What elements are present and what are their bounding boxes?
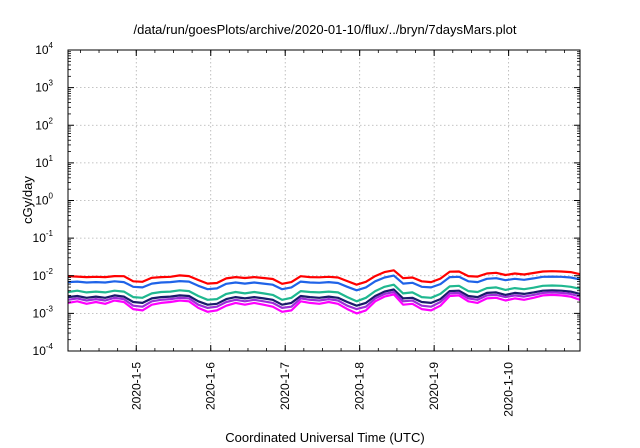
y-tick-exponent: 0 <box>49 192 54 201</box>
series-layer <box>67 269 581 315</box>
x-tick-label: 2020-1-5 <box>129 362 143 410</box>
x-tick-label: 2020-1-10 <box>502 362 516 417</box>
y-tick-exponent: -2 <box>46 267 54 276</box>
x-tick-label: 2020-1-8 <box>353 362 367 410</box>
y-tick-exponent: 2 <box>49 116 54 125</box>
y-tick-label: 103 <box>35 79 53 95</box>
grid <box>68 50 580 351</box>
y-tick-label: 100 <box>35 192 53 208</box>
y-tick-label: 10-4 <box>33 342 54 358</box>
x-tick-label: 2020-1-6 <box>204 362 218 410</box>
y-tick-exponent: 1 <box>49 154 54 163</box>
chart-title: /data/run/goesPlots/archive/2020-01-10/f… <box>134 22 517 37</box>
series-line-5 <box>67 290 581 311</box>
y-tick-exponent: -4 <box>46 342 54 351</box>
x-tick-label: 2020-1-7 <box>278 362 292 410</box>
y-tick-exponent: -3 <box>46 304 54 313</box>
y-axis-label: cGy/day <box>20 176 35 224</box>
x-axis-label: Coordinated Universal Time (UTC) <box>225 430 424 445</box>
series-line-1 <box>67 269 581 286</box>
y-tick-label: 104 <box>35 41 53 57</box>
x-tick-label: 2020-1-9 <box>427 362 441 410</box>
series-line-3 <box>67 283 581 303</box>
y-tick-exponent: 4 <box>49 41 54 50</box>
y-tick-label: 102 <box>35 116 53 132</box>
x-axis: 2020-1-5 2020-1-6 2020-1-7 2020-1-8 2020-1-9… <box>80 50 565 417</box>
y-tick-label: 10-1 <box>33 229 54 245</box>
series-line-6 <box>67 293 581 315</box>
series-line-4 <box>67 288 581 307</box>
y-tick-label: 101 <box>35 154 53 170</box>
y-tick-label: 10-2 <box>33 267 54 283</box>
series-line-2 <box>67 274 581 292</box>
y-tick-exponent: -1 <box>46 229 54 238</box>
y-tick-label: 10-3 <box>33 304 54 320</box>
y-tick-exponent: 3 <box>49 79 54 88</box>
